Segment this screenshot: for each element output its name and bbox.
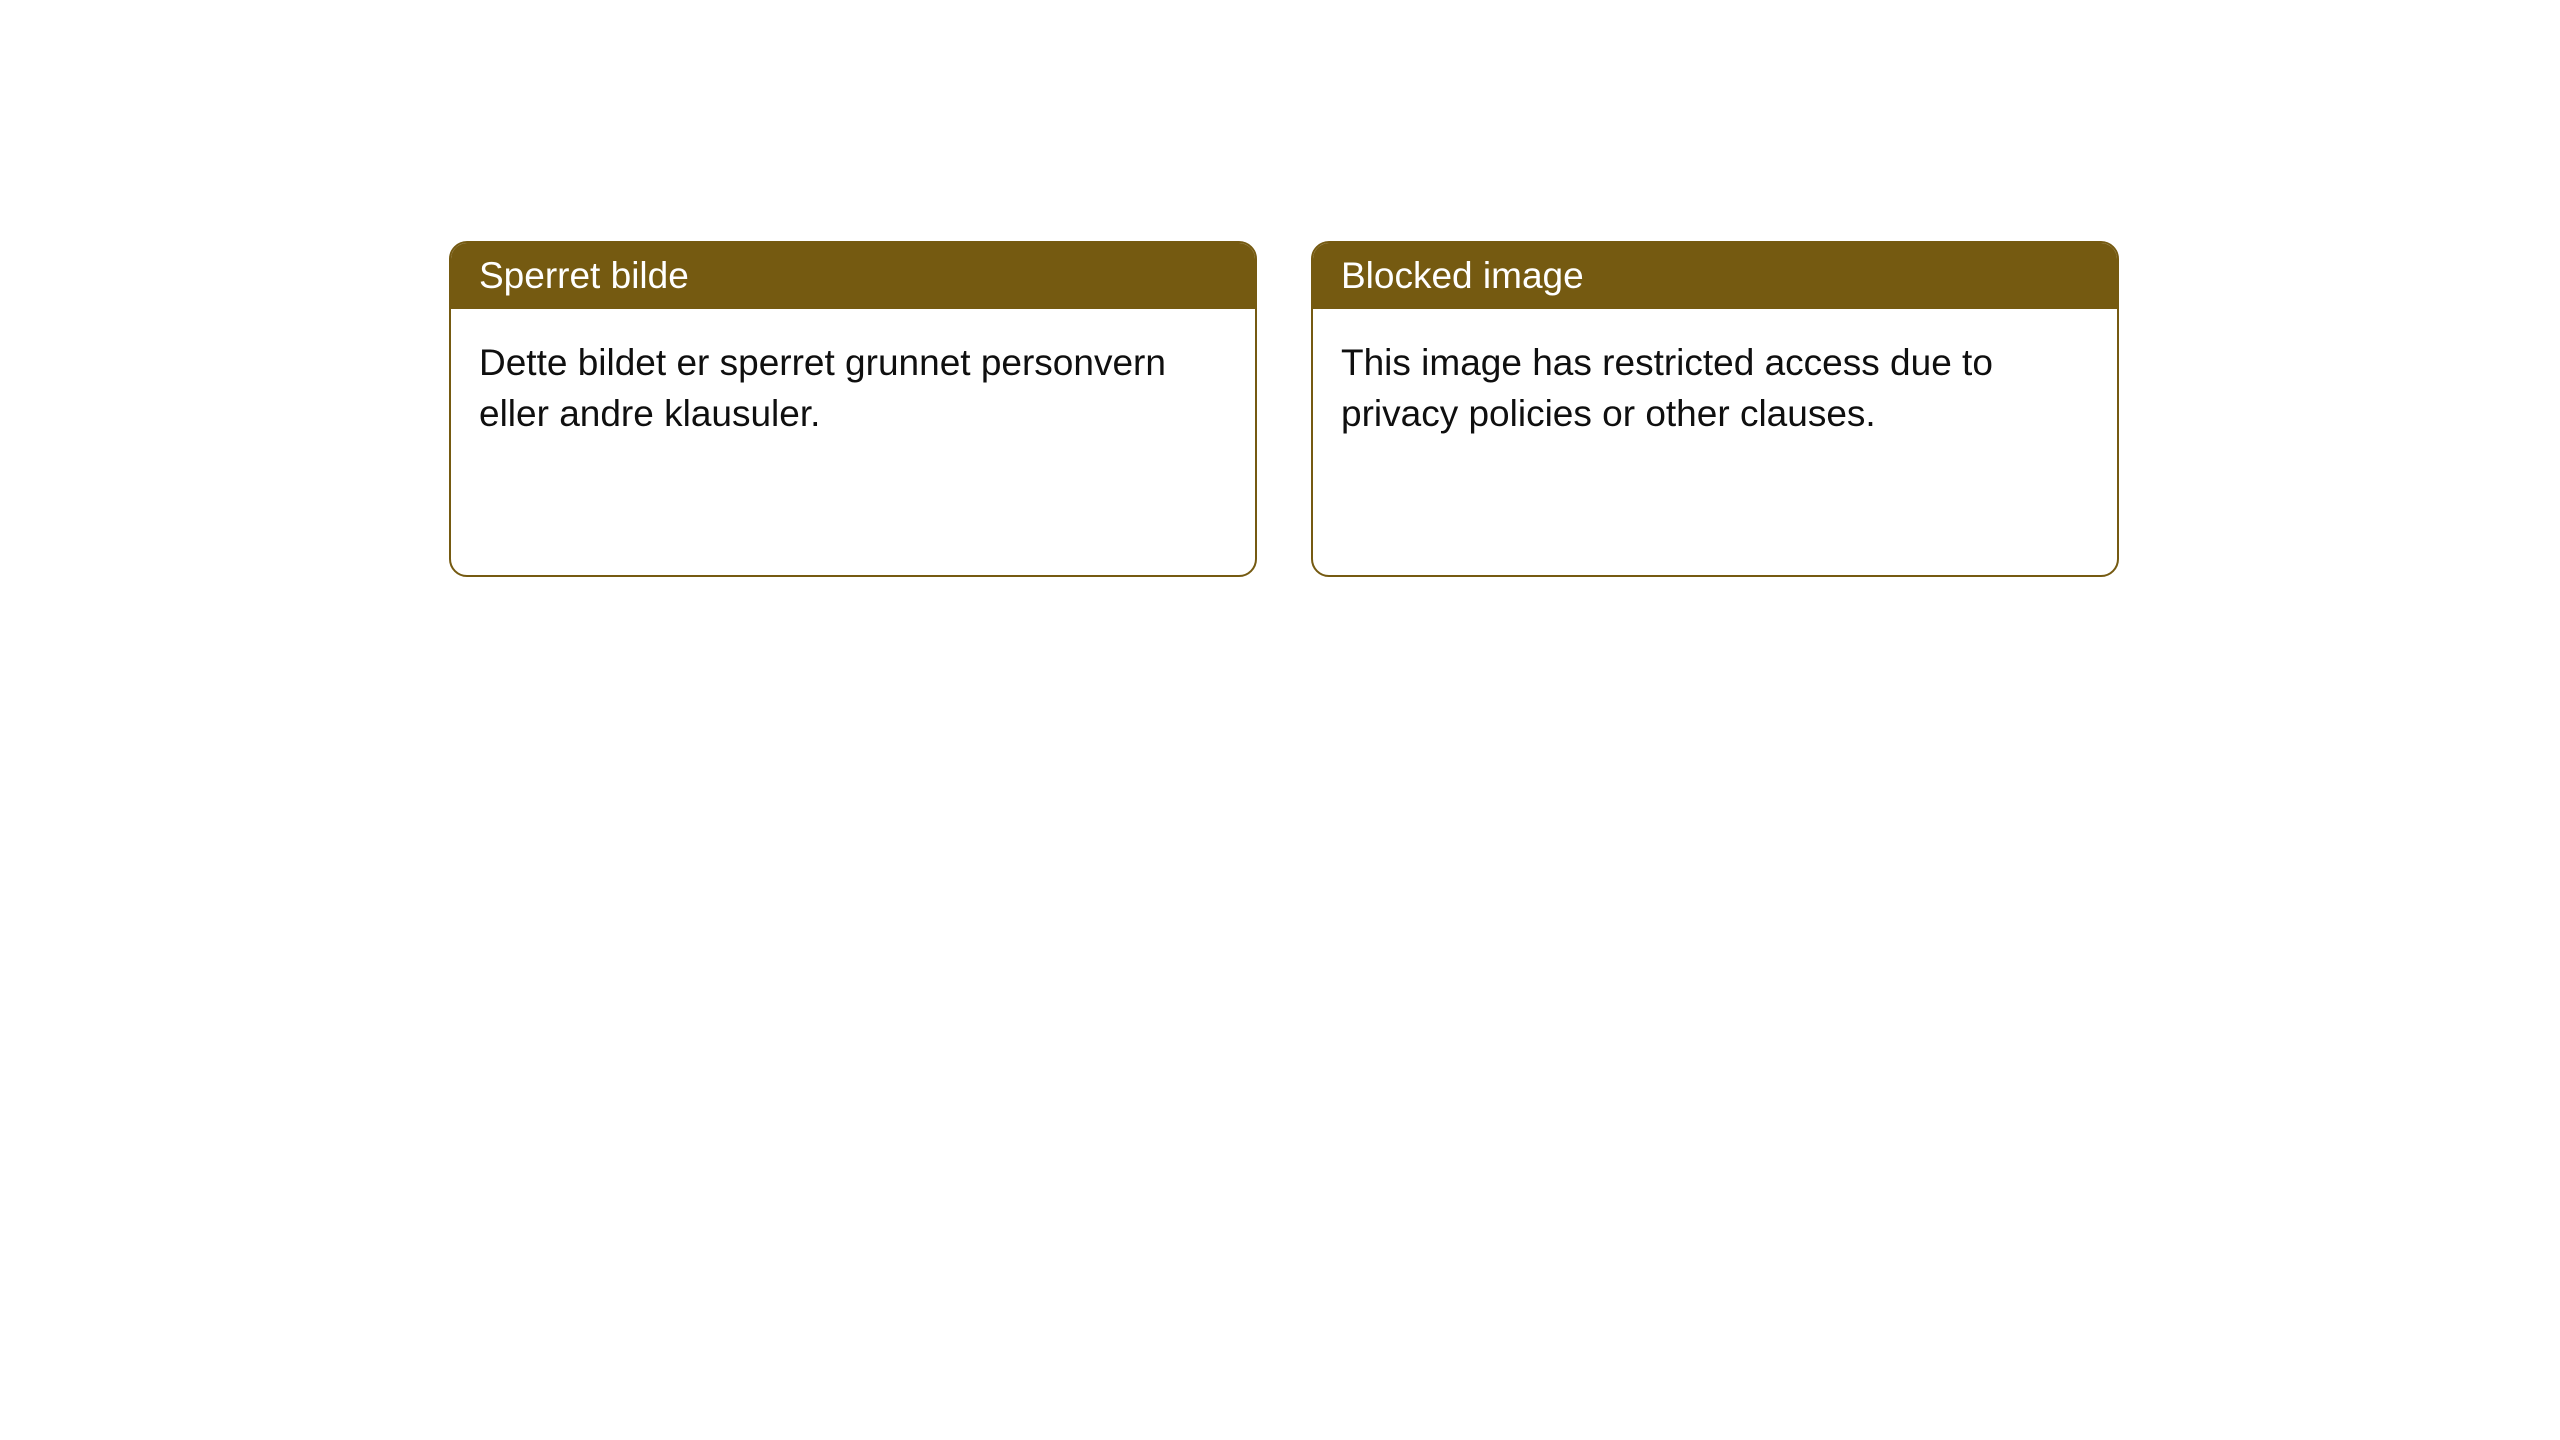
card-body: Dette bildet er sperret grunnet personve…	[451, 309, 1255, 467]
card-body-text: This image has restricted access due to …	[1341, 342, 1993, 434]
card-body: This image has restricted access due to …	[1313, 309, 2117, 467]
notice-container: Sperret bilde Dette bildet er sperret gr…	[0, 0, 2560, 577]
notice-card-norwegian: Sperret bilde Dette bildet er sperret gr…	[449, 241, 1257, 577]
notice-card-english: Blocked image This image has restricted …	[1311, 241, 2119, 577]
card-title: Sperret bilde	[479, 255, 689, 296]
card-header: Blocked image	[1313, 243, 2117, 309]
card-body-text: Dette bildet er sperret grunnet personve…	[479, 342, 1166, 434]
card-title: Blocked image	[1341, 255, 1584, 296]
card-header: Sperret bilde	[451, 243, 1255, 309]
